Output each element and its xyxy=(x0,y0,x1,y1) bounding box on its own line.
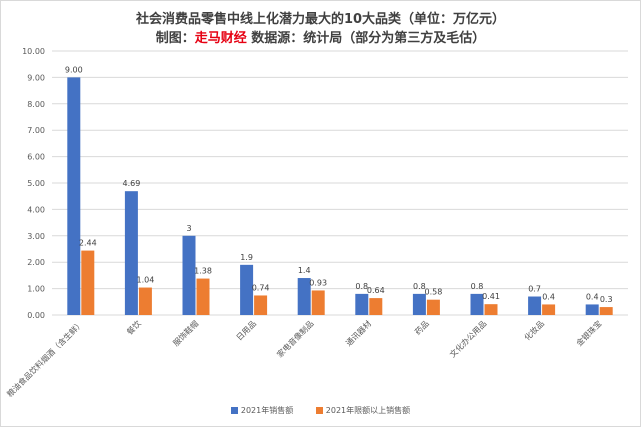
bar-series2 xyxy=(484,304,498,315)
bar-series2 xyxy=(542,304,556,315)
bar-series1 xyxy=(412,293,426,315)
bar-series1 xyxy=(182,235,196,315)
y-tick-label: 1.00 xyxy=(27,285,45,294)
subtitle-prefix: 制图： xyxy=(155,31,195,46)
y-tick-label: 10.00 xyxy=(22,47,45,56)
bars xyxy=(67,77,613,316)
x-tick-label: 餐饮 xyxy=(124,318,142,336)
data-label-series1: 0.8 xyxy=(471,282,484,291)
data-label-series1: 0.8 xyxy=(413,282,426,291)
y-tick-label: 0.00 xyxy=(27,311,45,320)
bar-series2 xyxy=(599,307,613,315)
y-tick-label: 5.00 xyxy=(27,179,45,188)
x-tick-label: 日用品 xyxy=(235,319,258,342)
legend-label-series1: 2021年销售额 xyxy=(240,406,294,415)
data-label-series2: 0.3 xyxy=(600,295,613,304)
y-tick-label: 7.00 xyxy=(27,126,45,135)
bar-series1 xyxy=(355,293,369,315)
bar-series1 xyxy=(67,77,81,316)
bar-series2 xyxy=(426,299,440,315)
data-label-series2: 1.38 xyxy=(194,267,212,276)
legend-item-series1: 2021年销售额 xyxy=(230,405,294,416)
data-label-series2: 0.93 xyxy=(309,278,327,287)
bar-series2 xyxy=(196,278,210,315)
bar-series1 xyxy=(585,304,599,315)
legend-label-series2: 2021年限额以上销售额 xyxy=(325,406,411,415)
data-label-series2: 2.44 xyxy=(79,239,97,248)
legend: 2021年销售额 2021年限额以上销售额 xyxy=(0,405,641,416)
bar-series1 xyxy=(124,191,138,315)
data-label-series2: 0.74 xyxy=(252,283,270,292)
bar-series1 xyxy=(528,296,542,315)
data-label-series1: 3 xyxy=(186,224,191,233)
y-tick-label: 9.00 xyxy=(27,73,45,82)
y-tick-label: 8.00 xyxy=(27,100,45,109)
x-tick-label: 服饰鞋帽 xyxy=(171,318,201,348)
chart-title: 社会消费品零售中线上化潜力最大的10大品类（单位：万亿元） xyxy=(135,12,506,27)
data-label-series2: 0.41 xyxy=(482,292,500,301)
y-tick-label: 6.00 xyxy=(27,153,45,162)
x-axis-ticks: 粮油食品饮料烟酒（含生鲜） 餐饮 服饰鞋帽 日用品 家电音像制品 通讯器材 药品 文化办公用品… xyxy=(5,318,604,399)
bar-series2 xyxy=(81,250,95,315)
y-tick-label: 2.00 xyxy=(27,258,45,267)
x-tick-label: 化妆品 xyxy=(522,318,546,342)
y-axis-ticks: 0.00 1.00 2.00 3.00 4.00 5.00 6.00 7.00 8.00 9.00… xyxy=(22,47,45,320)
x-tick-label: 药品 xyxy=(412,318,430,336)
brand-name: 走马财经 xyxy=(194,31,247,46)
data-label-series1: 4.69 xyxy=(122,179,140,188)
legend-swatch-series1 xyxy=(230,407,238,414)
legend-item-series2: 2021年限额以上销售额 xyxy=(315,405,411,416)
data-label-series1: 1.4 xyxy=(298,266,311,275)
data-label-series2: 0.4 xyxy=(542,292,555,301)
data-label-series1: 1.9 xyxy=(240,253,253,262)
x-tick-label: 文化办公用品 xyxy=(447,318,488,359)
bar-series1 xyxy=(470,293,484,315)
data-label-series2: 1.04 xyxy=(136,276,154,285)
bar-series1 xyxy=(297,278,311,315)
chart-subtitle: 制图：走马财经 数据源：统计局（部分为第三方及毛估） xyxy=(0,27,641,46)
data-label-series1: 0.7 xyxy=(528,285,541,294)
x-tick-label: 粮油食品饮料烟酒（含生鲜） xyxy=(5,318,86,399)
data-label-series1: 0.4 xyxy=(586,292,599,301)
x-tick-label: 家电音像制品 xyxy=(275,318,316,359)
bar-series2 xyxy=(254,295,268,315)
bar-series2 xyxy=(138,287,152,315)
bar-series2 xyxy=(369,298,383,315)
data-label-series2: 0.64 xyxy=(367,286,385,295)
subtitle-source: 数据源：统计局（部分为第三方及毛估） xyxy=(246,31,486,46)
bar-series2 xyxy=(311,290,325,315)
x-tick-label: 通讯器材 xyxy=(344,318,374,348)
legend-swatch-series2 xyxy=(315,407,323,414)
y-tick-label: 4.00 xyxy=(27,205,45,214)
data-label-series1: 0.8 xyxy=(355,282,368,291)
bar-series1 xyxy=(240,264,254,315)
data-label-series2: 0.58 xyxy=(424,288,442,297)
y-tick-label: 3.00 xyxy=(27,232,45,241)
x-tick-label: 金银珠宝 xyxy=(574,318,604,348)
data-label-series1: 9.00 xyxy=(65,65,83,74)
